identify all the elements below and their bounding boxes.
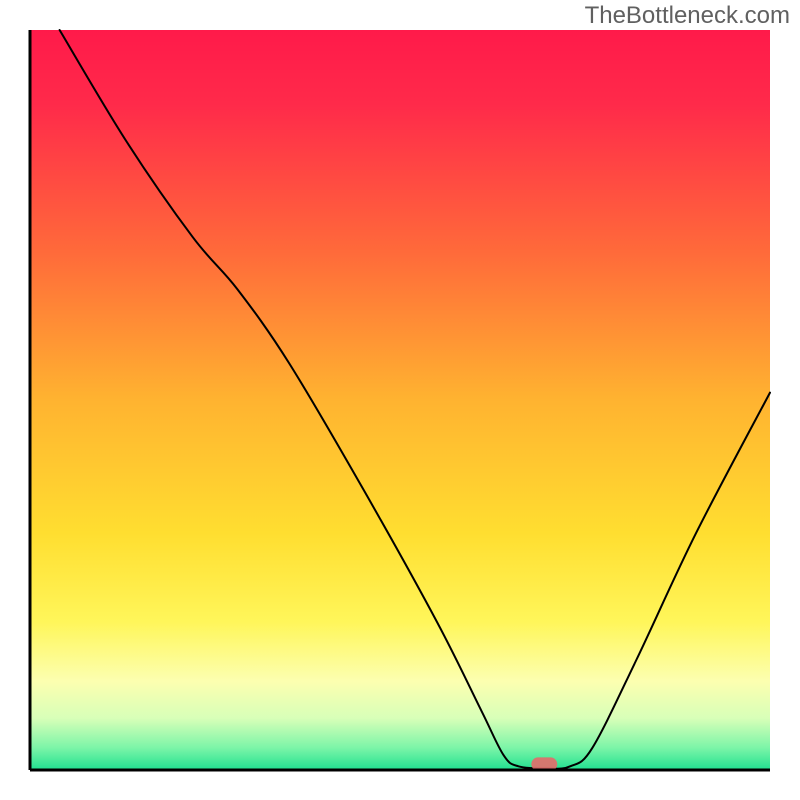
watermark-text: TheBottleneck.com [585, 2, 790, 30]
chart-container: TheBottleneck.com [0, 0, 800, 800]
plot-background [30, 30, 770, 770]
bottleneck-chart [0, 0, 800, 800]
